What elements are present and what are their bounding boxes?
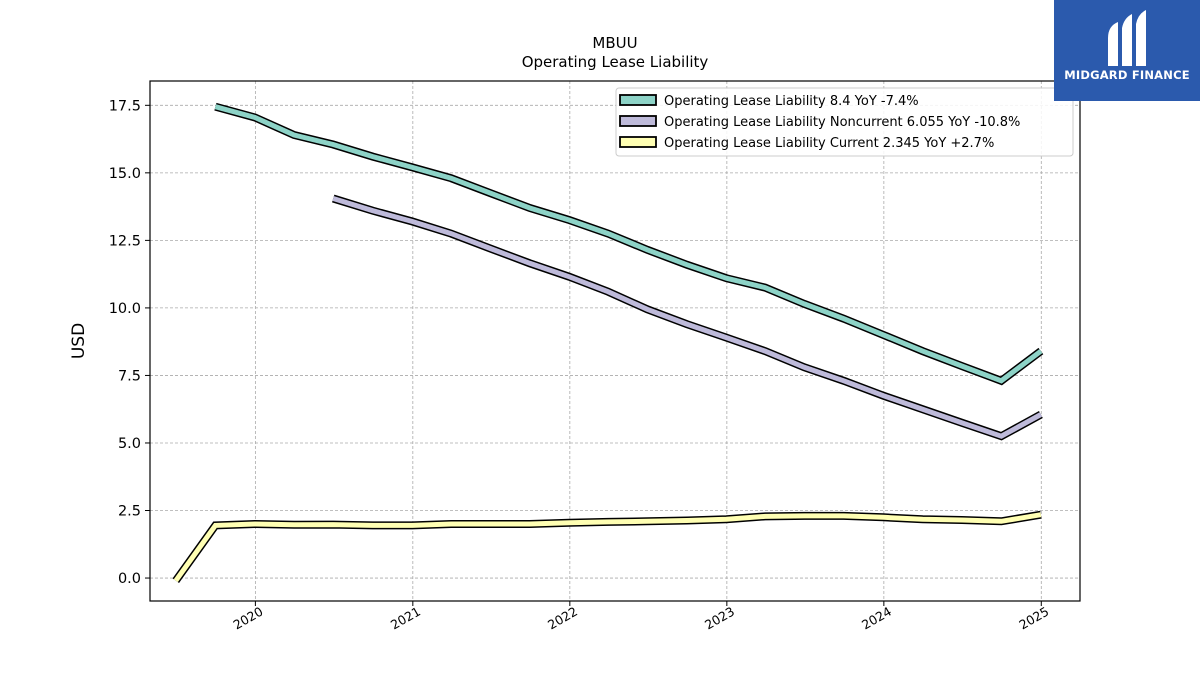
y-tick-label: 10.0 [109, 301, 141, 317]
x-tick-label: 2024 [859, 604, 894, 633]
chart-title: MBUU [592, 34, 637, 52]
series-line [332, 196, 1043, 439]
y-tick-label: 15.0 [109, 166, 141, 182]
x-tick-label: 2020 [230, 604, 265, 633]
y-tick-label: 12.5 [109, 233, 141, 249]
y-tick-label: 0.0 [118, 571, 141, 587]
legend-label: Operating Lease Liability 8.4 YoY -7.4% [664, 94, 919, 109]
legend-swatch [619, 115, 657, 127]
legend-swatch [619, 136, 657, 148]
plot-frame [149, 80, 1081, 602]
logo-mark-icon [1108, 10, 1146, 66]
logo-text: MIDGARD FINANCE [1064, 68, 1190, 82]
legend: Operating Lease Liability 8.4 YoY -7.4% O… [615, 87, 1074, 157]
y-tick-label: 17.5 [109, 98, 141, 114]
chart-subtitle: Operating Lease Liability [522, 53, 709, 71]
series-lines [172, 102, 1044, 584]
x-axis-ticks: 2020 2021 2022 2023 2024 2025 [230, 601, 1051, 633]
legend-label: Operating Lease Liability Current 2.345 … [664, 136, 994, 151]
y-axis-ticks: 0.0 2.5 5.0 7.5 10.0 12.5 15.0 17.5 [109, 98, 150, 587]
midgard-finance-logo: MIDGARD FINANCE [1054, 0, 1200, 101]
x-tick-label: 2025 [1016, 604, 1051, 633]
y-tick-label: 2.5 [118, 504, 141, 520]
x-tick-label: 2021 [388, 604, 423, 633]
series-line [214, 104, 1043, 384]
x-tick-label: 2023 [702, 604, 737, 633]
y-tick-label: 7.5 [118, 368, 141, 384]
legend-swatch [619, 94, 657, 106]
legend-label: Operating Lease Liability Noncurrent 6.0… [664, 115, 1020, 130]
y-axis-label: USD [69, 323, 89, 359]
y-tick-label: 5.0 [118, 436, 141, 452]
x-tick-label: 2022 [545, 604, 580, 633]
series-line-outline [332, 194, 1043, 441]
series-line [173, 512, 1042, 583]
legend-box [615, 87, 1074, 157]
